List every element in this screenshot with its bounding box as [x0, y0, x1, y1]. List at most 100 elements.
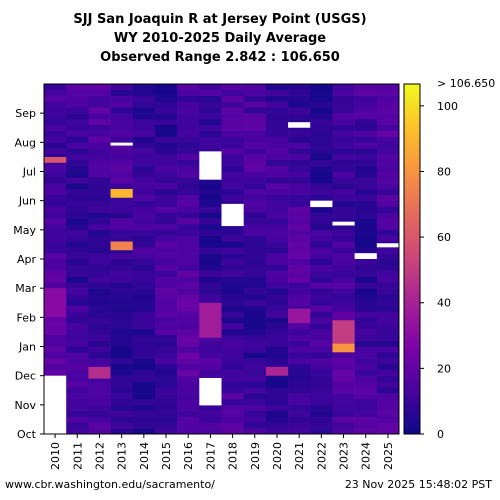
heatmap-cell — [288, 294, 311, 301]
heatmap-chart: OctNovDecJanFebMarAprMayJunJulAugSep2010… — [13, 77, 495, 470]
heatmap-cell — [110, 416, 134, 423]
heatmap-cell — [332, 142, 355, 149]
heatmap-cell — [376, 218, 400, 225]
heatmap-cell — [88, 189, 111, 196]
heatmap-cell — [110, 224, 134, 231]
heatmap-cell — [110, 317, 134, 324]
heatmap-cell — [132, 136, 156, 143]
heatmap-cell — [265, 247, 289, 254]
heatmap-cell — [310, 113, 333, 120]
heatmap-cell — [243, 206, 267, 213]
heatmap-cell — [243, 305, 267, 312]
heatmap-cell — [88, 136, 111, 143]
heatmap-cell — [66, 352, 89, 359]
heatmap-cell — [177, 148, 200, 155]
heatmap-cell — [376, 253, 400, 260]
heatmap-cell — [265, 375, 289, 382]
heatmap-cell — [310, 229, 333, 236]
heatmap-cell — [310, 84, 333, 91]
heatmap-cell — [199, 334, 222, 341]
heatmap-cell — [243, 317, 267, 324]
heatmap-cell — [110, 218, 134, 225]
heatmap-cell — [376, 317, 400, 324]
heatmap-highlight-cell — [288, 308, 311, 324]
heatmap-cell — [265, 428, 289, 435]
heatmap-cell — [243, 352, 267, 359]
heatmap-cell — [177, 416, 200, 423]
heatmap-cell — [44, 142, 67, 149]
heatmap-cell — [376, 276, 400, 283]
heatmap-cell — [66, 142, 89, 149]
heatmap-cell — [66, 224, 89, 231]
missing-data-gap — [376, 243, 399, 248]
heatmap-cell — [288, 159, 311, 166]
heatmap-cell — [221, 294, 244, 301]
heatmap-cell — [199, 364, 222, 371]
heatmap-cell — [88, 247, 111, 254]
y-tick-label: Mar — [15, 282, 36, 295]
heatmap-cell — [132, 282, 156, 289]
heatmap-cell — [310, 399, 333, 406]
heatmap-cell — [310, 276, 333, 283]
heatmap-cell — [310, 317, 333, 324]
heatmap-cell — [66, 288, 89, 295]
heatmap-cell — [310, 224, 333, 231]
heatmap-cell — [110, 206, 134, 213]
heatmap-cell — [177, 352, 200, 359]
heatmap-cell — [66, 329, 89, 336]
heatmap-cell — [110, 352, 134, 359]
heatmap-cell — [66, 340, 89, 347]
heatmap-cell — [110, 89, 134, 96]
heatmap-cell — [154, 334, 178, 341]
heatmap-cell — [265, 229, 289, 236]
heatmap-cell — [221, 259, 244, 266]
heatmap-cell — [288, 107, 311, 114]
heatmap-cell — [243, 259, 267, 266]
heatmap-cell — [177, 305, 200, 312]
heatmap-cell — [154, 311, 178, 318]
heatmap-cell — [132, 200, 156, 207]
heatmap-cell — [154, 422, 178, 429]
heatmap-cell — [154, 113, 178, 120]
heatmap-cell — [44, 340, 67, 347]
heatmap-cell — [354, 369, 378, 376]
heatmap-cell — [177, 393, 200, 400]
heatmap-cell — [376, 340, 400, 347]
heatmap-cell — [265, 358, 289, 365]
heatmap-cell — [310, 259, 333, 266]
heatmap-cell — [221, 416, 244, 423]
heatmap-cell — [310, 194, 333, 201]
heatmap-cell — [154, 224, 178, 231]
heatmap-cell — [221, 387, 244, 394]
heatmap-cell — [265, 381, 289, 388]
heatmap-cell — [288, 393, 311, 400]
heatmap-cell — [66, 317, 89, 324]
heatmap-cell — [88, 154, 111, 161]
heatmap-cell — [310, 299, 333, 306]
heatmap-cell — [288, 218, 311, 225]
heatmap-cell — [66, 404, 89, 411]
heatmap-cell — [88, 399, 111, 406]
heatmap-cell — [88, 317, 111, 324]
heatmap-cell — [332, 95, 355, 102]
heatmap-cell — [354, 387, 378, 394]
heatmap-cell — [243, 148, 267, 155]
heatmap-cell — [199, 410, 222, 417]
heatmap-cell — [354, 358, 378, 365]
chart-title: SJJ San Joaquin R at Jersey Point (USGS) — [73, 12, 367, 27]
heatmap-cell — [354, 183, 378, 190]
heatmap-cell — [265, 294, 289, 301]
heatmap-cell — [310, 288, 333, 295]
heatmap-cell — [310, 358, 333, 365]
heatmap-cell — [243, 107, 267, 114]
heatmap-cell — [66, 276, 89, 283]
heatmap-cell — [132, 346, 156, 353]
heatmap-cell — [288, 224, 311, 231]
heatmap-cell — [243, 183, 267, 190]
heatmap-cell — [288, 136, 311, 143]
heatmap-cell — [265, 416, 289, 423]
heatmap-cell — [265, 101, 289, 108]
heatmap-cell — [265, 113, 289, 120]
heatmap-cell — [154, 253, 178, 260]
heatmap-cell — [44, 130, 67, 137]
